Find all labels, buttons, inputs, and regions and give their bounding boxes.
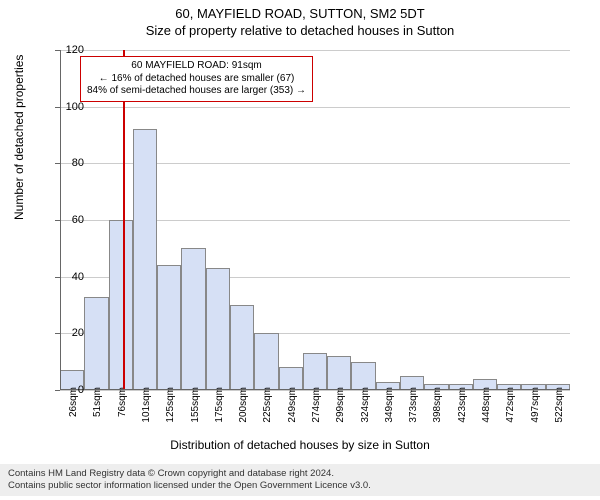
xtick-label: 448sqm [481, 387, 492, 423]
x-axis-line [60, 389, 570, 390]
chart-container: 60, MAYFIELD ROAD, SUTTON, SM2 5DT Size … [0, 0, 600, 500]
histogram-bar [206, 268, 230, 390]
xtick-label: 497sqm [530, 387, 541, 423]
gridline [60, 50, 570, 51]
ytick-label: 120 [54, 44, 84, 56]
xtick-label: 522sqm [554, 387, 565, 423]
histogram-bar [157, 265, 181, 390]
ytick-label: 100 [54, 101, 84, 113]
histogram-bar [133, 129, 157, 390]
xtick-label: 51sqm [92, 387, 103, 417]
histogram-bar [230, 305, 254, 390]
annotation-line: ← 16% of detached houses are smaller (67… [87, 73, 306, 86]
footer-line-2: Contains public sector information licen… [8, 480, 592, 492]
footer-line-1: Contains HM Land Registry data © Crown c… [8, 468, 592, 480]
plot-area: 26sqm51sqm76sqm101sqm125sqm155sqm175sqm2… [60, 50, 570, 390]
chart-title-main: 60, MAYFIELD ROAD, SUTTON, SM2 5DT [0, 0, 600, 21]
xtick-label: 349sqm [384, 387, 395, 423]
xtick-label: 101sqm [141, 387, 152, 423]
gridline [60, 107, 570, 108]
xtick-label: 249sqm [287, 387, 298, 423]
histogram-bar [84, 297, 108, 391]
histogram-bar [181, 248, 205, 390]
x-axis-label: Distribution of detached houses by size … [0, 438, 600, 452]
histogram-bar [351, 362, 375, 390]
y-axis-label: Number of detached properties [12, 55, 26, 220]
ytick-label: 60 [54, 214, 84, 226]
footer-attribution: Contains HM Land Registry data © Crown c… [0, 464, 600, 496]
annotation-line: 84% of semi-detached houses are larger (… [87, 85, 306, 98]
histogram-bar [254, 333, 278, 390]
ytick-label: 20 [54, 327, 84, 339]
ytick-label: 40 [54, 271, 84, 283]
xtick-label: 76sqm [117, 387, 128, 417]
chart-title-sub: Size of property relative to detached ho… [0, 21, 600, 38]
xtick-label: 299sqm [335, 387, 346, 423]
xtick-label: 155sqm [190, 387, 201, 423]
xtick-label: 225sqm [262, 387, 273, 423]
annotation-line: 60 MAYFIELD ROAD: 91sqm [87, 60, 306, 73]
xtick-label: 472sqm [505, 387, 516, 423]
xtick-label: 398sqm [432, 387, 443, 423]
annotation-box: 60 MAYFIELD ROAD: 91sqm← 16% of detached… [80, 56, 313, 102]
xtick-label: 175sqm [214, 387, 225, 423]
histogram-bar [109, 220, 133, 390]
ytick-label: 0 [54, 384, 84, 396]
xtick-label: 373sqm [408, 387, 419, 423]
histogram-bar [303, 353, 327, 390]
histogram-bar [327, 356, 351, 390]
xtick-label: 423sqm [457, 387, 468, 423]
xtick-label: 200sqm [238, 387, 249, 423]
xtick-label: 125sqm [165, 387, 176, 423]
xtick-label: 324sqm [360, 387, 371, 423]
xtick-label: 274sqm [311, 387, 322, 423]
ytick-label: 80 [54, 157, 84, 169]
